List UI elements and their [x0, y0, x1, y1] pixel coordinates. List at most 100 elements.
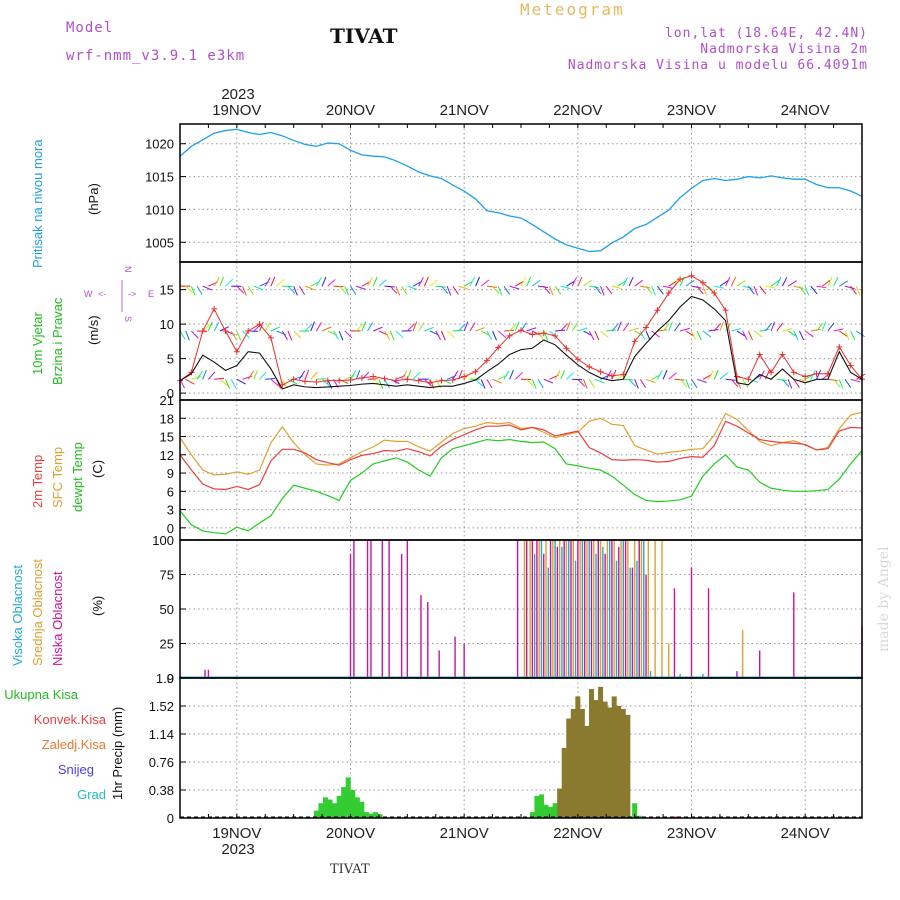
wind-direction-arrow [418, 277, 424, 287]
wind-direction-arrow [531, 379, 537, 389]
wind-direction-arrow [662, 369, 668, 380]
precip-total-bar [363, 812, 369, 818]
wind-direction-arrow [685, 379, 690, 389]
wind-direction-arrow [588, 379, 595, 389]
wind-gust-point [608, 372, 615, 379]
wind-gust-point [722, 307, 729, 314]
day-label-bottom: 20NOV [326, 825, 375, 842]
day-label-top: 21NOV [440, 102, 489, 119]
wind-direction-arrow [247, 285, 254, 295]
wind-direction-arrow [225, 379, 230, 389]
precip-total-bar [598, 686, 604, 818]
wind-gust-point [631, 338, 638, 345]
high-cloud-label: Visoka Oblacnost [10, 565, 25, 666]
wind-direction-arrow [583, 279, 592, 287]
wind-gust-point [518, 327, 524, 334]
wind-label-2: Brzina i Pravac [50, 297, 65, 385]
wind-direction-arrow [458, 323, 466, 332]
y-tick-label: 21 [160, 393, 174, 408]
wind-direction-arrow [236, 330, 242, 341]
wind-direction-arrow [645, 330, 651, 341]
wind-direction-arrow [293, 285, 298, 296]
wind-direction-arrow [640, 285, 651, 289]
wind-direction-arrow [526, 327, 537, 332]
wind-direction-arrow [764, 322, 773, 332]
day-label-bottom: 21NOV [440, 825, 489, 842]
panel-frame [179, 677, 863, 819]
wind-direction-arrow [537, 285, 549, 289]
wind-direction-arrow [213, 277, 220, 287]
precip-total-bar [538, 794, 544, 818]
wind-direction-arrow [617, 280, 627, 287]
wind-direction-arrow [617, 321, 622, 332]
wind-direction-arrow [202, 369, 207, 380]
model-name: wrf-nmm_v3.9.1 e3km [66, 48, 246, 64]
model-elevation-label: Nadmorska Visina u modelu 66.4091m [567, 58, 868, 73]
wind-direction-arrow [333, 330, 339, 340]
sfc-temp-line [179, 411, 863, 476]
wind-direction-arrow [514, 372, 523, 380]
wind-direction-arrow [304, 285, 315, 291]
wind-gust-point [688, 272, 695, 279]
wind-gust-point [233, 348, 240, 355]
wind-direction-arrow [725, 276, 731, 287]
wind-direction-arrow [730, 276, 737, 287]
precip-total-bar [327, 799, 333, 818]
wind-gust-point [404, 376, 411, 383]
wind-direction-arrow [503, 285, 511, 295]
wind-direction-arrow [452, 329, 463, 332]
wind-direction-arrow [185, 378, 195, 385]
meteogram-title: Meteogram [520, 0, 625, 19]
precip-total-bar [552, 803, 558, 818]
y-tick-label: 10 [160, 317, 174, 332]
wind-gust-point [358, 374, 365, 381]
wind-gust-point [427, 379, 434, 386]
wind-gust-point [699, 279, 706, 286]
wind-direction-arrow [214, 377, 225, 380]
precip-total-bar [625, 714, 631, 818]
wind-direction-arrow [298, 285, 306, 295]
wind-direction-arrow [844, 379, 852, 388]
wind-direction-arrow [191, 330, 199, 339]
panel-frame [179, 123, 863, 263]
wind-direction-arrow [475, 327, 486, 332]
wind-direction-arrow [429, 279, 439, 287]
wind-direction-arrow [509, 369, 514, 380]
wind-direction-arrow [668, 280, 678, 287]
wind-direction-arrow [685, 280, 695, 287]
precip-total-bar [566, 718, 572, 818]
wind-direction-arrow [452, 370, 459, 380]
wind-direction-arrow [753, 285, 759, 296]
wind-direction-arrow [492, 378, 502, 384]
year-label-bottom: 2023 [221, 841, 254, 858]
wind-direction-arrow [850, 330, 856, 341]
wind-direction-arrow [827, 276, 833, 287]
precip-total-bar [548, 806, 554, 818]
wind-direction-arrow [850, 378, 861, 383]
day-label-top: 19NOV [212, 102, 261, 119]
wind-direction-arrow [730, 378, 739, 388]
wind-direction-arrow [759, 285, 767, 295]
wind-direction-arrow [713, 369, 719, 380]
wind-direction-arrow [589, 285, 600, 289]
wind-direction-arrow [372, 276, 378, 287]
wind-direction-arrow [298, 370, 306, 380]
wind-direction-arrow [543, 330, 549, 341]
wind-direction-arrow [196, 370, 204, 380]
wind-direction-arrow [838, 379, 844, 389]
wind-gust-point [677, 276, 684, 283]
precip-total-bar [529, 812, 535, 818]
precip-total-bar [368, 813, 374, 818]
wind-direction-arrow [327, 279, 336, 287]
wind-direction-arrow [605, 285, 613, 295]
wind-direction-arrow [560, 285, 571, 290]
wind-direction-arrow [793, 379, 800, 388]
wind-direction-arrow [566, 280, 576, 287]
wind-direction-arrow [543, 285, 551, 295]
wind-direction-arrow [270, 378, 279, 387]
wind-direction-arrow [270, 326, 281, 332]
wind-direction-arrow [321, 276, 327, 287]
wind-direction-arrow [696, 285, 704, 295]
wind-direction-arrow [480, 379, 486, 389]
wind-direction-arrow [719, 280, 729, 287]
